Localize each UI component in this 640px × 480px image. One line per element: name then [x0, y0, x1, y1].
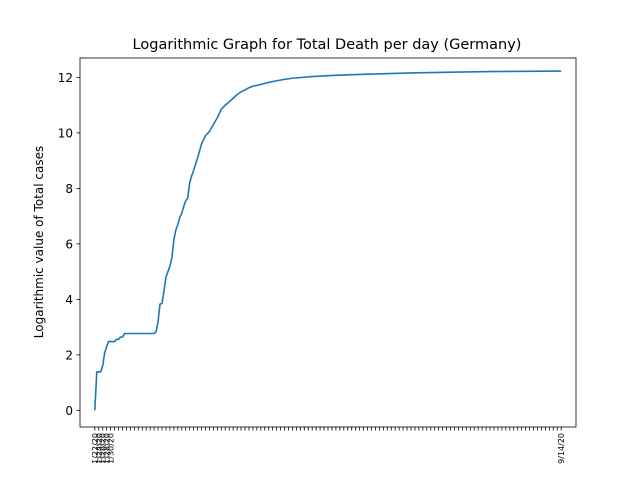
x-tick-label: 1/24/20: [95, 433, 104, 464]
x-tick-label: 9/14/20: [557, 433, 566, 464]
plot-frame: [79, 57, 577, 428]
y-tick-label: 8: [65, 182, 73, 196]
x-tick-label: 1/28/20: [103, 433, 112, 464]
x-tick-label: 1/22/20: [91, 433, 100, 464]
y-tick-label: 6: [65, 237, 73, 251]
y-axis-label: Logarithmic value of Total cases: [32, 146, 46, 338]
y-tick-label: 4: [65, 293, 73, 307]
y-tick-label: 2: [65, 348, 73, 362]
series-line: [94, 70, 562, 411]
x-tick-label: 1/30/20: [107, 433, 116, 464]
chart-title: Logarithmic Graph for Total Death per da…: [133, 37, 522, 53]
y-tick-label: 10: [58, 126, 73, 140]
y-tick-label: 0: [65, 404, 73, 418]
x-tick-label: 1/26/20: [99, 433, 108, 464]
y-tick-label: 12: [58, 71, 73, 85]
